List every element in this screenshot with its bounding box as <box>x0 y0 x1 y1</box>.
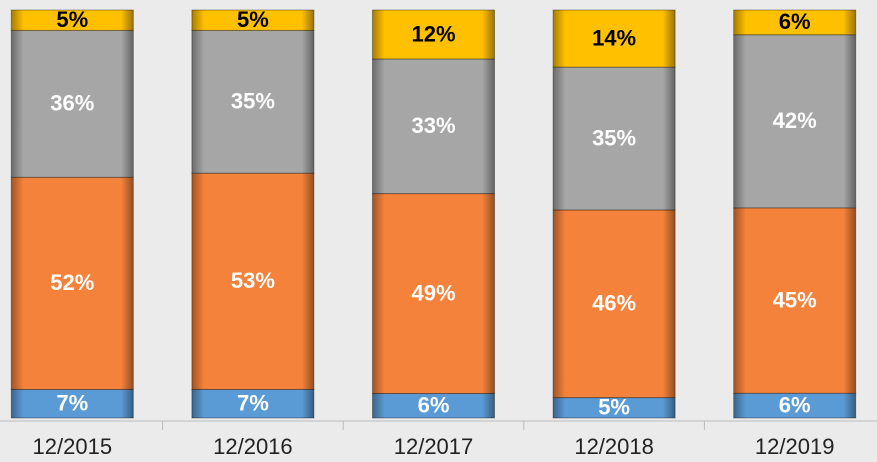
data-label: 52% <box>50 270 94 295</box>
data-label: 5% <box>237 7 269 32</box>
data-label: 7% <box>237 391 269 416</box>
data-label: 5% <box>598 395 630 420</box>
bar-shade <box>733 34 856 208</box>
bar-shade <box>11 389 134 418</box>
bar-shade <box>733 10 856 35</box>
data-label: 14% <box>592 25 636 50</box>
bar-shade <box>553 10 676 68</box>
data-label: 6% <box>779 392 811 417</box>
data-label: 46% <box>592 291 636 316</box>
data-label: 35% <box>231 89 275 114</box>
bar-shade <box>553 209 676 398</box>
bar-shade <box>191 10 314 31</box>
data-label: 45% <box>773 287 817 312</box>
x-tick-label: 12/2016 <box>213 434 293 459</box>
bar-shade <box>11 177 134 390</box>
bar-shade <box>191 30 314 174</box>
data-label: 5% <box>56 7 88 32</box>
data-label: 36% <box>50 91 94 116</box>
data-label: 49% <box>411 280 455 305</box>
bar-shade <box>372 393 495 418</box>
data-label: 53% <box>231 268 275 293</box>
bar-shade <box>372 10 495 59</box>
x-tick-label: 12/2017 <box>394 434 474 459</box>
bar-shade <box>553 397 676 418</box>
data-label: 35% <box>592 125 636 150</box>
data-label: 33% <box>411 113 455 138</box>
bar-shade <box>553 67 676 210</box>
data-label: 7% <box>56 391 88 416</box>
bar-shade <box>733 393 856 418</box>
bar-shade <box>11 30 134 178</box>
x-tick-label: 12/2018 <box>574 434 654 459</box>
bar-shade <box>191 389 314 418</box>
bar-shade <box>733 207 856 394</box>
bar-shade <box>372 193 495 394</box>
data-label: 6% <box>779 9 811 34</box>
bar-shade <box>191 173 314 390</box>
data-label: 42% <box>773 108 817 133</box>
x-tick-label: 12/2019 <box>755 434 835 459</box>
data-label: 6% <box>418 393 450 418</box>
bar-shade <box>372 58 495 194</box>
x-tick-label: 12/2015 <box>33 434 113 459</box>
data-label: 12% <box>411 21 455 46</box>
bar-shade <box>11 10 134 31</box>
